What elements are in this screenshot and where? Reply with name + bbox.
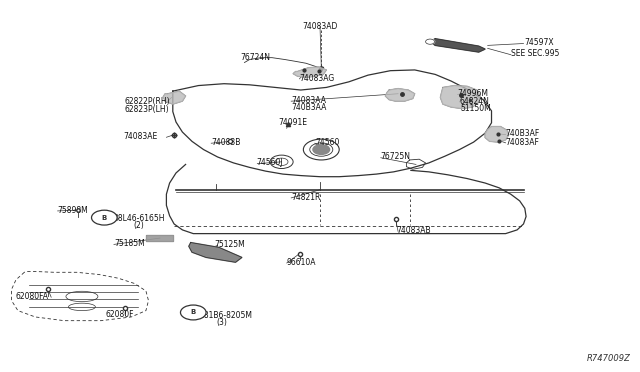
Text: 75125M: 75125M <box>214 240 245 249</box>
Text: B: B <box>102 215 107 221</box>
Text: 62823P(LH): 62823P(LH) <box>125 105 170 114</box>
Text: 74083AF: 74083AF <box>506 138 540 147</box>
Polygon shape <box>163 91 186 104</box>
Text: 74083AB: 74083AB <box>397 226 431 235</box>
Text: 74821R: 74821R <box>291 193 321 202</box>
Text: 74996M: 74996M <box>458 89 488 98</box>
Text: 74597X: 74597X <box>525 38 554 47</box>
Text: 74560J: 74560J <box>256 158 283 167</box>
Text: 96610A: 96610A <box>287 258 316 267</box>
Text: 62822P(RH): 62822P(RH) <box>125 97 170 106</box>
Text: B: B <box>191 310 196 315</box>
Text: R747009Z: R747009Z <box>586 354 630 363</box>
Text: 740B3AF: 740B3AF <box>506 129 540 138</box>
Text: 74083AD: 74083AD <box>302 22 338 31</box>
Text: SEE SEC.995: SEE SEC.995 <box>511 49 559 58</box>
Text: 08L46-6165H: 08L46-6165H <box>114 214 165 223</box>
Text: (2): (2) <box>133 221 144 230</box>
Text: (3): (3) <box>216 318 227 327</box>
Circle shape <box>313 145 330 154</box>
Text: 62080F: 62080F <box>106 310 134 319</box>
Text: 74083AA: 74083AA <box>291 96 326 105</box>
Text: 74083AG: 74083AG <box>300 74 335 83</box>
Text: 76725N: 76725N <box>381 153 411 161</box>
Text: 74560: 74560 <box>315 138 339 147</box>
Text: 75185M: 75185M <box>114 239 145 248</box>
Circle shape <box>92 210 117 225</box>
Polygon shape <box>189 243 242 262</box>
Polygon shape <box>485 126 509 142</box>
Text: 75898M: 75898M <box>58 206 88 215</box>
Text: 74091E: 74091E <box>278 118 307 127</box>
Circle shape <box>180 305 206 320</box>
Polygon shape <box>430 39 485 52</box>
Text: 740B3AA: 740B3AA <box>291 103 326 112</box>
Polygon shape <box>146 235 173 241</box>
Circle shape <box>426 39 435 44</box>
Polygon shape <box>385 89 415 101</box>
Text: 64824N: 64824N <box>460 97 490 106</box>
Text: 081B6-8205M: 081B6-8205M <box>200 311 253 320</box>
Polygon shape <box>440 86 480 109</box>
Text: 51150M: 51150M <box>461 104 492 113</box>
Polygon shape <box>293 67 326 77</box>
Text: 74083B: 74083B <box>211 138 241 147</box>
Text: 76724N: 76724N <box>240 53 270 62</box>
Text: 74083AE: 74083AE <box>124 132 158 141</box>
Text: 62080FA: 62080FA <box>16 292 49 301</box>
